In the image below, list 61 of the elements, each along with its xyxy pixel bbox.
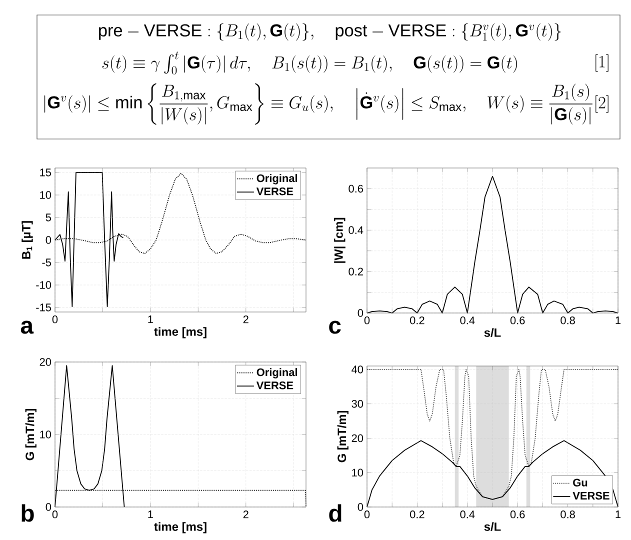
y-tick-label: 20	[40, 358, 52, 366]
x-tick-label: 0.2	[410, 510, 424, 518]
y-axis-title: |W| [cm]	[334, 218, 346, 263]
text: c	[329, 320, 341, 334]
x-tick-label: 0.8	[560, 316, 575, 324]
legend-label: VERSE	[256, 382, 294, 390]
y-tick-label: 10	[352, 468, 364, 476]
x-tick-label: 1	[616, 510, 621, 518]
text: a	[20, 320, 34, 334]
x-axis-title: s/L	[484, 328, 501, 338]
x-tick-label: 0	[364, 510, 370, 518]
text: $\left|\mathbf{G}^v(s)\right|\le\min\left\{\frac{B_{1,\max}}{\left|W(s)\right|},G_{\max}\right\}\equiv G_u(s),\quad \left|\dot{\mathbf{G}}^v(s)\right|\le S_{\max},\quad W(s)\equiv\frac{B_1(s)}{\left|\mathbf{G}(s)\right|}$	[44, 83, 592, 125]
x-tick-label: 1	[148, 510, 153, 518]
text: $s(t)\equiv\gamma\int_0^t\left|\mathbf{G}(\tau)\right|d\tau,\quad B_1(s(t))=B_1(t),\quad \mathbf{G}(s(t))=\mathbf{G}(t)$	[102, 52, 517, 74]
x-axis-title: s/L	[484, 522, 501, 532]
y-tick-label: 0	[358, 503, 364, 511]
x-tick-label: 0	[52, 510, 58, 518]
line-series	[366, 440, 618, 508]
x-tick-label: 2	[243, 510, 248, 518]
text: $[2]$	[596, 95, 608, 113]
y-tick-label: 0.6	[348, 184, 363, 193]
x-tick-label: 0	[364, 316, 370, 324]
x-tick-label: 0.2	[410, 316, 424, 324]
x-tick-label: 2	[243, 316, 248, 324]
x-tick-label: 0	[52, 316, 58, 324]
x-tick-label: 0.8	[560, 510, 575, 518]
legend-label: Original	[256, 174, 298, 184]
text: b	[22, 504, 34, 522]
text: d	[329, 504, 342, 522]
legend-label: VERSE	[572, 492, 610, 500]
text: $\mathrm{pre-VERSE}:\{B_1(t),\mathbf{G}(t)\},\quad \mathrm{post-VERSE}:\{B_1^v(t),\mathbf{G}^v(t)\}$	[99, 23, 561, 41]
x-tick-label: 0.4	[460, 316, 475, 324]
y-tick-label: 0	[358, 309, 364, 317]
legend-label: Gu	[573, 478, 588, 486]
text: $[1]$	[596, 54, 608, 72]
y-tick-label: 0	[46, 503, 52, 511]
x-tick-label: 1	[148, 316, 153, 324]
y-tick-label: 10	[40, 430, 52, 438]
legend-label: Original	[256, 368, 298, 378]
x-tick-label: 0.6	[510, 510, 525, 518]
y-tick-label: -10	[36, 281, 52, 289]
y-tick-label: -5	[42, 258, 52, 266]
x-tick-label: 0.4	[460, 510, 475, 518]
y-axis-title: G [mT/m]	[25, 408, 36, 460]
y-axis-title: B$_{1}$ [µT]	[22, 221, 33, 259]
y-tick-label: 5	[46, 214, 52, 222]
y-tick-label: 30	[352, 400, 364, 408]
y-tick-label: -15	[36, 304, 52, 312]
x-tick-label: 1	[616, 316, 621, 324]
y-tick-label: 0.2	[348, 268, 363, 276]
legend-label: VERSE	[256, 188, 294, 196]
y-tick-label: 0.4	[348, 226, 364, 234]
y-tick-label: 0	[46, 236, 52, 244]
y-tick-label: 40	[352, 366, 364, 374]
y-axis-title: G [mT/m]	[337, 410, 348, 462]
x-tick-label: 0.6	[510, 316, 525, 324]
y-tick-label: 15	[40, 168, 52, 176]
y-tick-label: 10	[40, 191, 52, 199]
x-axis-title: time [ms]	[154, 327, 206, 338]
x-axis-title: time [ms]	[154, 522, 206, 534]
y-tick-label: 20	[352, 434, 364, 442]
